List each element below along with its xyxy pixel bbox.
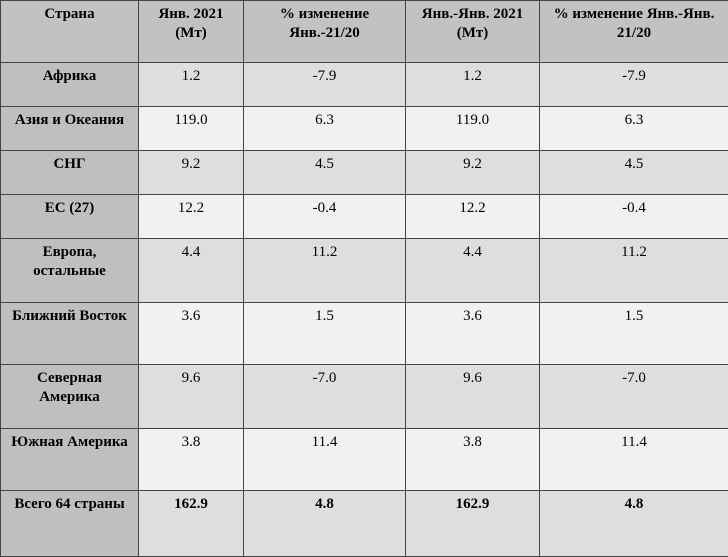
table-cell: 11.4 (540, 429, 728, 491)
table-cell: 11.2 (540, 239, 728, 303)
table-cell: 4.4 (406, 239, 540, 303)
table-cell: 9.2 (406, 151, 540, 195)
header-cell: Янв.-Янв. 2021 (Мт) (406, 1, 540, 63)
row-label: Азия и Океания (1, 107, 139, 151)
table-cell: -7.0 (244, 365, 406, 429)
table-cell: 162.9 (406, 491, 540, 557)
row-label: Северная Америка (1, 365, 139, 429)
table-cell: 11.4 (244, 429, 406, 491)
table-cell: 1.5 (540, 303, 728, 365)
table-cell: 4.8 (540, 491, 728, 557)
row-label: Ближний Восток (1, 303, 139, 365)
table-cell: 6.3 (540, 107, 728, 151)
header-cell: Страна (1, 1, 139, 63)
header-cell: % изменение Янв.-21/20 (244, 1, 406, 63)
table-cell: 3.6 (406, 303, 540, 365)
table-cell: 119.0 (406, 107, 540, 151)
row-label: ЕС (27) (1, 195, 139, 239)
table-cell: 12.2 (406, 195, 540, 239)
table-cell: 12.2 (139, 195, 244, 239)
table-cell: 4.8 (244, 491, 406, 557)
table-cell: -7.0 (540, 365, 728, 429)
header-cell: Янв. 2021 (Мт) (139, 1, 244, 63)
table-cell: 9.6 (139, 365, 244, 429)
header-cell: % изменение Янв.-Янв. 21/20 (540, 1, 728, 63)
table-cell: -0.4 (244, 195, 406, 239)
table-cell: 9.6 (406, 365, 540, 429)
table-cell: 9.2 (139, 151, 244, 195)
table-cell: 119.0 (139, 107, 244, 151)
table-cell: 162.9 (139, 491, 244, 557)
table-cell: 1.2 (406, 63, 540, 107)
row-label: СНГ (1, 151, 139, 195)
row-label: Всего 64 страны (1, 491, 139, 557)
table-cell: -7.9 (540, 63, 728, 107)
table-cell: 6.3 (244, 107, 406, 151)
table-cell: 3.8 (406, 429, 540, 491)
table-cell: 1.5 (244, 303, 406, 365)
row-label: Европа, остальные (1, 239, 139, 303)
table-cell: 11.2 (244, 239, 406, 303)
table-cell: 3.6 (139, 303, 244, 365)
table-cell: 1.2 (139, 63, 244, 107)
row-label: Африка (1, 63, 139, 107)
table-cell: 4.4 (139, 239, 244, 303)
row-label: Южная Америка (1, 429, 139, 491)
table-cell: 4.5 (244, 151, 406, 195)
table-cell: -7.9 (244, 63, 406, 107)
table-cell: 3.8 (139, 429, 244, 491)
table-cell: -0.4 (540, 195, 728, 239)
table-cell: 4.5 (540, 151, 728, 195)
